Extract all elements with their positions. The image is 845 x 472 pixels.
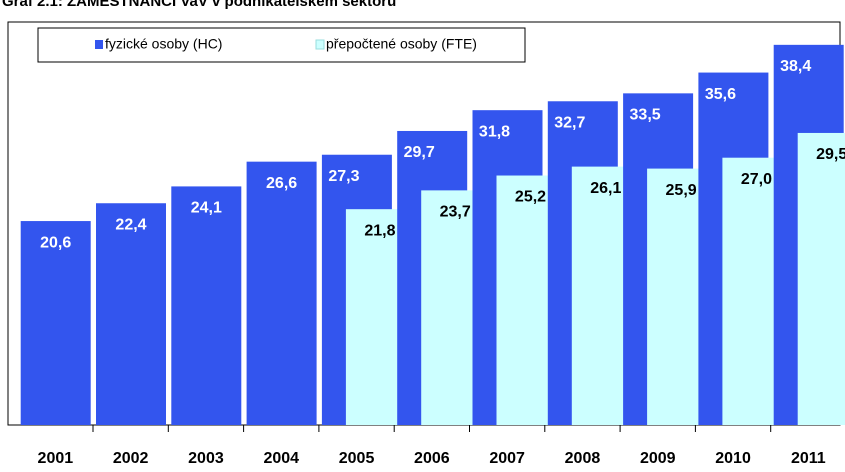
x-tick-label: 2004 bbox=[263, 450, 299, 467]
data-label: 26,6 bbox=[266, 175, 297, 192]
data-label: 33,5 bbox=[630, 107, 661, 124]
bar bbox=[246, 161, 317, 425]
x-tick-label: 2001 bbox=[38, 450, 74, 467]
legend-label: přepočtené osoby (FTE) bbox=[326, 36, 477, 52]
data-label: 20,6 bbox=[40, 234, 71, 251]
x-tick-label: 2010 bbox=[715, 450, 751, 467]
x-tick-label: 2009 bbox=[640, 450, 676, 467]
data-label: 29,5 bbox=[816, 146, 845, 163]
data-label: 31,8 bbox=[479, 123, 510, 140]
bar bbox=[171, 186, 242, 425]
data-label: 22,4 bbox=[115, 216, 146, 233]
x-tick-label: 2002 bbox=[113, 450, 149, 467]
data-label: 27,3 bbox=[328, 168, 359, 185]
data-label: 32,7 bbox=[554, 114, 585, 131]
legend-box bbox=[37, 27, 526, 63]
data-label: 29,7 bbox=[404, 144, 435, 161]
data-label: 25,2 bbox=[515, 189, 546, 206]
x-tick-label: 2011 bbox=[791, 450, 826, 467]
bar bbox=[20, 221, 91, 425]
data-label: 21,8 bbox=[364, 222, 395, 239]
x-tick-label: 2003 bbox=[188, 450, 224, 467]
data-label: 38,4 bbox=[780, 58, 811, 75]
legend-swatch bbox=[95, 40, 103, 49]
x-tick-label: 2006 bbox=[414, 450, 450, 467]
chart-title: Graf 2.1: ZAMĚSTNANCI VaV v podnikatelsk… bbox=[2, 0, 396, 10]
data-label: 24,1 bbox=[191, 200, 222, 217]
legend-swatch bbox=[315, 39, 325, 50]
x-tick-label: 2005 bbox=[339, 450, 375, 467]
bar bbox=[96, 203, 166, 425]
bar bbox=[797, 132, 845, 425]
data-label: 27,0 bbox=[741, 171, 772, 188]
data-label: 25,9 bbox=[666, 182, 697, 199]
data-label: 35,6 bbox=[705, 86, 736, 103]
x-tick-label: 2007 bbox=[489, 450, 525, 467]
legend-label: fyzické osoby (HC) bbox=[105, 36, 222, 52]
data-label: 23,7 bbox=[440, 204, 471, 221]
data-label: 26,1 bbox=[590, 180, 621, 197]
x-tick-label: 2008 bbox=[565, 450, 601, 467]
